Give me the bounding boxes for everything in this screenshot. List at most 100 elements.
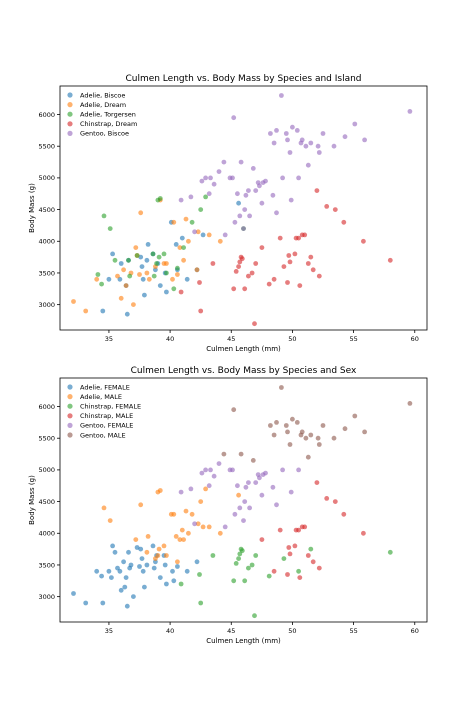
data-point bbox=[292, 251, 298, 257]
data-point bbox=[181, 537, 187, 542]
data-point bbox=[253, 480, 259, 485]
data-point bbox=[241, 518, 246, 523]
data-point bbox=[164, 261, 169, 266]
data-point bbox=[131, 302, 136, 307]
data-point bbox=[268, 131, 273, 136]
data-point bbox=[199, 470, 205, 476]
data-point bbox=[274, 420, 279, 425]
legend-marker bbox=[67, 121, 73, 127]
data-point bbox=[118, 295, 124, 301]
data-point bbox=[332, 499, 338, 504]
data-point bbox=[83, 600, 89, 606]
data-point bbox=[263, 178, 268, 184]
data-point bbox=[259, 245, 265, 251]
data-point bbox=[274, 127, 279, 133]
legend-entry: Adelie, Torgersen bbox=[80, 111, 136, 119]
data-point bbox=[194, 267, 200, 273]
data-point bbox=[137, 272, 142, 277]
data-point bbox=[283, 423, 289, 428]
data-point bbox=[249, 562, 255, 568]
data-point bbox=[175, 559, 180, 565]
data-point bbox=[200, 232, 206, 238]
data-point bbox=[151, 273, 157, 279]
y-tick-label: 3500 bbox=[38, 561, 55, 569]
data-point bbox=[231, 286, 237, 292]
data-point bbox=[316, 150, 322, 155]
data-point bbox=[299, 137, 305, 143]
data-point bbox=[170, 568, 175, 574]
y-axis-label: Body Mass (g) bbox=[28, 475, 36, 525]
data-point bbox=[178, 197, 184, 203]
data-point bbox=[237, 213, 243, 219]
data-point bbox=[173, 534, 179, 539]
data-point bbox=[171, 511, 177, 517]
data-point bbox=[100, 600, 106, 606]
data-point bbox=[238, 159, 244, 165]
data-point bbox=[221, 159, 227, 165]
data-point bbox=[216, 461, 222, 466]
data-point bbox=[302, 232, 308, 238]
data-point bbox=[259, 537, 265, 542]
data-point bbox=[232, 219, 238, 225]
data-point bbox=[124, 311, 130, 317]
data-point bbox=[302, 524, 308, 530]
data-point bbox=[253, 553, 259, 558]
y-tick-label: 4000 bbox=[38, 530, 55, 538]
chart-1: Culmen Length vs. Body Mass by Species a… bbox=[28, 74, 428, 353]
data-point bbox=[210, 553, 216, 558]
legend-marker bbox=[67, 130, 73, 136]
data-point bbox=[297, 575, 303, 580]
data-point bbox=[288, 197, 294, 203]
data-point bbox=[192, 229, 198, 235]
y-tick-label: 3000 bbox=[38, 593, 55, 601]
data-point bbox=[253, 188, 259, 194]
data-point bbox=[285, 280, 290, 285]
data-point bbox=[112, 549, 118, 555]
data-point bbox=[138, 254, 144, 260]
data-point bbox=[292, 543, 298, 549]
y-tick-label: 6000 bbox=[38, 403, 55, 411]
data-point bbox=[195, 521, 201, 527]
data-point bbox=[362, 137, 367, 143]
data-point bbox=[200, 524, 206, 530]
data-point bbox=[150, 251, 156, 257]
data-point bbox=[181, 257, 187, 263]
data-point bbox=[99, 573, 104, 579]
data-point bbox=[208, 175, 213, 181]
data-point bbox=[126, 257, 131, 263]
data-point bbox=[324, 204, 330, 209]
data-point bbox=[156, 546, 162, 552]
data-point bbox=[341, 219, 347, 225]
data-point bbox=[320, 423, 326, 428]
data-point bbox=[320, 131, 326, 136]
data-point bbox=[271, 432, 277, 438]
data-point bbox=[139, 556, 145, 561]
x-tick-label: 40 bbox=[166, 627, 174, 635]
data-point bbox=[164, 289, 169, 295]
y-axis-label: Body Mass (g) bbox=[28, 183, 36, 233]
data-point bbox=[177, 245, 183, 251]
data-point bbox=[246, 480, 251, 485]
legend: Adelie, FEMALE Adelie, MALE Chinstrap, FEM… bbox=[67, 383, 141, 439]
data-point bbox=[107, 518, 113, 523]
data-point bbox=[217, 238, 223, 244]
data-point bbox=[259, 492, 265, 498]
data-point bbox=[117, 568, 123, 574]
data-point bbox=[101, 213, 107, 219]
data-point bbox=[124, 603, 130, 609]
x-tick-label: 55 bbox=[349, 335, 357, 343]
data-point bbox=[324, 496, 330, 501]
data-point bbox=[266, 281, 272, 287]
data-point bbox=[287, 259, 293, 265]
data-point bbox=[217, 530, 223, 536]
y-tick-label: 6000 bbox=[38, 111, 55, 119]
data-point bbox=[173, 242, 179, 247]
scatter-points bbox=[71, 385, 413, 619]
data-point bbox=[331, 435, 337, 441]
data-point bbox=[138, 546, 144, 552]
data-point bbox=[109, 575, 114, 580]
data-point bbox=[179, 527, 185, 533]
data-point bbox=[164, 553, 169, 558]
x-tick-label: 45 bbox=[227, 335, 235, 343]
data-point bbox=[305, 261, 311, 266]
